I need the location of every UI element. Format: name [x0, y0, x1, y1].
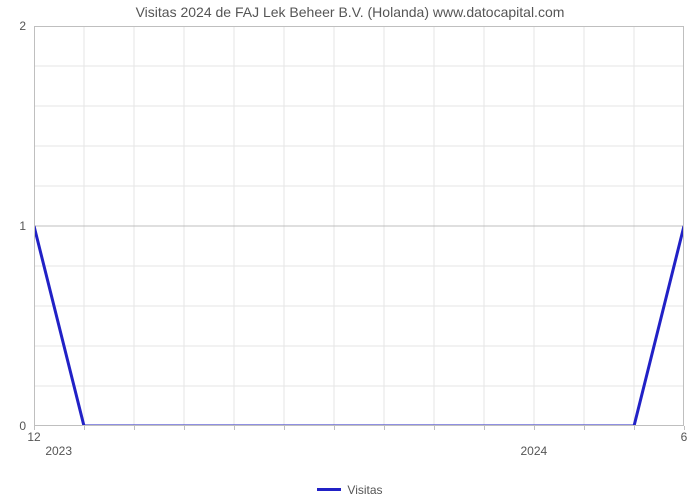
plot-svg — [34, 26, 684, 426]
y-tick-label: 0 — [14, 419, 26, 433]
x-tick — [284, 426, 285, 430]
x-tick — [234, 426, 235, 430]
x-tick — [384, 426, 385, 430]
chart-title: Visitas 2024 de FAJ Lek Beheer B.V. (Hol… — [0, 4, 700, 20]
legend: Visitas — [0, 478, 700, 497]
legend-label: Visitas — [347, 483, 382, 497]
y-tick-label: 1 — [14, 219, 26, 233]
x-minor-label: 6 — [681, 430, 688, 444]
legend-item: Visitas — [317, 483, 382, 497]
x-tick — [634, 426, 635, 430]
legend-swatch — [317, 488, 341, 491]
x-tick — [134, 426, 135, 430]
x-tick — [334, 426, 335, 430]
x-tick — [434, 426, 435, 430]
x-tick — [534, 426, 535, 430]
x-tick — [84, 426, 85, 430]
plot-area — [34, 26, 684, 426]
x-tick — [484, 426, 485, 430]
x-major-label: 2024 — [520, 444, 547, 458]
chart-container: Visitas 2024 de FAJ Lek Beheer B.V. (Hol… — [0, 0, 700, 500]
x-tick — [584, 426, 585, 430]
x-minor-label: 12 — [27, 430, 40, 444]
y-tick-label: 2 — [14, 19, 26, 33]
x-tick — [184, 426, 185, 430]
x-major-label: 2023 — [45, 444, 72, 458]
